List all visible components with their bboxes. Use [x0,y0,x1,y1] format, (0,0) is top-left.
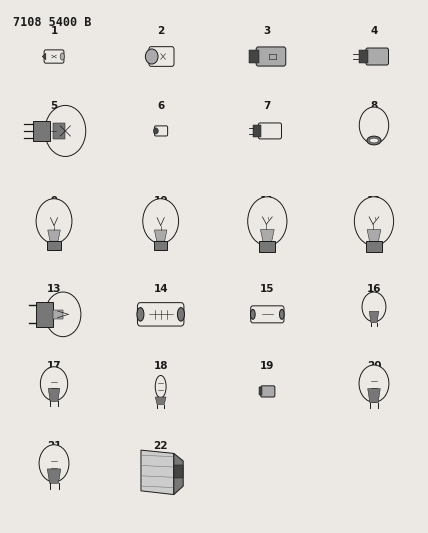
Polygon shape [48,389,60,401]
Bar [47,241,61,250]
Text: 7: 7 [264,101,271,111]
Text: 9: 9 [51,197,58,206]
FancyBboxPatch shape [256,47,286,66]
Text: 20: 20 [367,361,381,371]
FancyBboxPatch shape [44,50,64,63]
Bar [53,310,63,319]
Polygon shape [155,397,166,405]
Text: 21: 21 [47,441,61,451]
Bar [53,123,65,139]
Ellipse shape [367,136,381,145]
Bar [259,387,262,395]
Text: 2: 2 [157,26,164,36]
FancyBboxPatch shape [261,386,275,397]
Bar [36,302,53,327]
Text: 3: 3 [264,26,271,36]
FancyBboxPatch shape [155,126,168,136]
FancyBboxPatch shape [149,47,174,66]
Text: 4: 4 [370,26,377,36]
Polygon shape [42,53,46,60]
Text: 19: 19 [260,361,274,371]
FancyBboxPatch shape [366,48,389,65]
Circle shape [45,292,81,337]
Bar [33,121,50,141]
FancyBboxPatch shape [137,303,184,326]
Ellipse shape [155,375,166,398]
Text: 12: 12 [367,197,381,206]
Polygon shape [368,389,380,402]
Ellipse shape [250,309,255,319]
Ellipse shape [178,308,184,321]
Circle shape [359,107,389,144]
Bar [359,50,368,63]
Text: 22: 22 [153,441,168,451]
Circle shape [40,367,68,401]
FancyBboxPatch shape [251,306,284,323]
Circle shape [45,106,86,157]
Circle shape [39,445,69,482]
FancyBboxPatch shape [259,123,282,139]
Bar [366,241,382,252]
Circle shape [359,365,389,402]
Circle shape [36,199,72,244]
Bar [253,125,261,137]
Text: 15: 15 [260,284,275,294]
Polygon shape [48,469,61,483]
Bar [259,241,275,252]
Text: 7108 5400 B: 7108 5400 B [14,15,92,29]
Polygon shape [155,230,167,241]
Polygon shape [369,311,379,322]
Polygon shape [367,230,381,242]
Text: 16: 16 [367,284,381,294]
Polygon shape [261,230,274,242]
Ellipse shape [153,128,158,134]
Ellipse shape [146,49,158,64]
Text: 8: 8 [370,101,377,111]
Circle shape [248,197,287,246]
Ellipse shape [137,308,144,321]
Ellipse shape [279,309,284,319]
Bar [174,465,183,478]
Circle shape [354,197,394,246]
Text: 5: 5 [51,101,58,111]
Circle shape [362,292,386,322]
Circle shape [143,199,178,244]
Polygon shape [48,230,60,241]
Ellipse shape [60,53,64,60]
Bar [249,50,259,63]
Ellipse shape [369,138,378,143]
Text: 10: 10 [153,197,168,206]
Text: 1: 1 [51,26,58,36]
Polygon shape [141,450,174,495]
Text: 6: 6 [157,101,164,111]
Text: 17: 17 [47,361,61,371]
Text: 11: 11 [260,197,275,206]
Text: 13: 13 [47,284,61,294]
Text: 14: 14 [153,284,168,294]
Text: 18: 18 [153,361,168,371]
Polygon shape [174,454,183,495]
Bar [154,241,167,250]
